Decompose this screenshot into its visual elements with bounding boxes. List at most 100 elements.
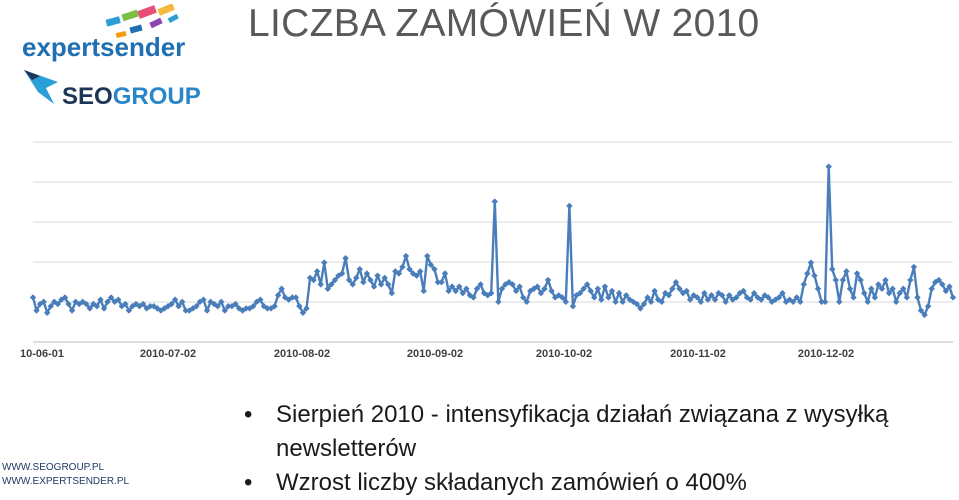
data-point <box>356 265 363 273</box>
data-point <box>825 163 832 170</box>
data-point <box>292 294 300 301</box>
data-point <box>93 303 101 310</box>
data-point <box>583 281 591 288</box>
data-point <box>242 305 250 312</box>
data-point <box>72 298 79 306</box>
data-point <box>470 294 477 301</box>
data-point <box>331 276 339 284</box>
data-point <box>605 294 612 301</box>
data-point <box>686 296 694 303</box>
series-markers <box>29 163 957 319</box>
data-point <box>928 285 935 292</box>
data-point <box>789 298 797 306</box>
data-point <box>701 289 708 297</box>
data-point <box>885 289 893 297</box>
data-point <box>519 294 527 301</box>
data-point <box>672 279 680 286</box>
data-point <box>438 279 445 286</box>
data-point <box>669 285 676 292</box>
data-point <box>882 276 889 284</box>
data-point <box>875 281 882 288</box>
data-point <box>544 276 552 284</box>
data-point <box>420 287 427 295</box>
data-point <box>797 298 804 306</box>
data-point <box>303 305 310 312</box>
data-point <box>896 289 903 297</box>
data-point <box>921 311 928 319</box>
data-point <box>65 300 72 308</box>
data-point <box>836 298 843 306</box>
logos-graphic: expertsender SEOGROUP <box>22 3 201 110</box>
data-point <box>424 252 431 260</box>
data-point <box>711 296 719 303</box>
data-point <box>203 307 211 314</box>
data-point <box>779 289 786 297</box>
x-tick-label: 2010-09-02 <box>407 348 463 360</box>
data-point <box>917 307 925 314</box>
data-point <box>310 276 317 284</box>
data-point <box>821 298 829 306</box>
data-point <box>740 287 747 295</box>
data-point <box>278 285 285 292</box>
data-point <box>271 303 278 310</box>
data-point <box>118 303 126 310</box>
data-point <box>814 285 822 292</box>
data-point <box>846 285 854 292</box>
data-point <box>587 287 594 295</box>
data-point <box>619 298 626 306</box>
data-point <box>800 281 808 288</box>
data-point <box>637 305 644 312</box>
data-point <box>29 294 37 301</box>
data-point <box>694 294 701 301</box>
data-point <box>33 307 40 314</box>
data-point <box>843 268 850 275</box>
seogroup-wordmark: SEOGROUP <box>62 83 201 110</box>
data-point <box>402 252 410 260</box>
data-point <box>139 300 147 308</box>
data-point <box>839 276 847 284</box>
data-point <box>647 298 655 306</box>
data-point <box>924 303 932 310</box>
data-point <box>949 294 957 301</box>
data-point <box>658 298 665 306</box>
data-point <box>946 283 953 290</box>
data-point <box>733 294 740 301</box>
data-point <box>200 296 207 303</box>
data-point <box>782 298 790 306</box>
data-point <box>349 281 356 288</box>
data-point <box>228 303 236 310</box>
data-point <box>555 292 562 299</box>
data-point <box>871 294 879 301</box>
data-point <box>68 307 76 314</box>
data-point <box>580 285 587 292</box>
data-point <box>726 292 733 299</box>
data-point <box>878 285 886 292</box>
data-point <box>548 287 555 295</box>
data-point <box>765 294 772 301</box>
data-point <box>388 289 395 297</box>
data-point <box>431 265 438 273</box>
data-point <box>225 303 232 310</box>
data-point <box>47 303 54 310</box>
footer-url-expertsender[interactable]: WWW.EXPERTSENDER.PL <box>2 476 130 487</box>
data-point <box>381 274 388 282</box>
data-point <box>757 296 765 303</box>
data-point <box>441 270 449 277</box>
data-point <box>697 298 704 306</box>
data-point <box>218 298 225 306</box>
data-point <box>168 300 175 308</box>
x-tick-label: 2010-10-02 <box>536 348 592 360</box>
bullet-item: Wzrost liczby składanych zamówień o 400% <box>244 466 959 500</box>
footer-url-seogroup[interactable]: WWW.SEOGROUP.PL <box>2 462 105 473</box>
data-point <box>61 294 69 301</box>
data-point <box>562 298 570 306</box>
data-point <box>44 309 51 316</box>
data-point <box>804 270 811 277</box>
data-point <box>807 259 815 266</box>
data-point <box>338 270 346 277</box>
data-point <box>537 289 545 297</box>
data-point <box>51 298 58 306</box>
data-point <box>914 294 921 301</box>
data-point <box>40 298 47 306</box>
data-point <box>257 296 264 303</box>
